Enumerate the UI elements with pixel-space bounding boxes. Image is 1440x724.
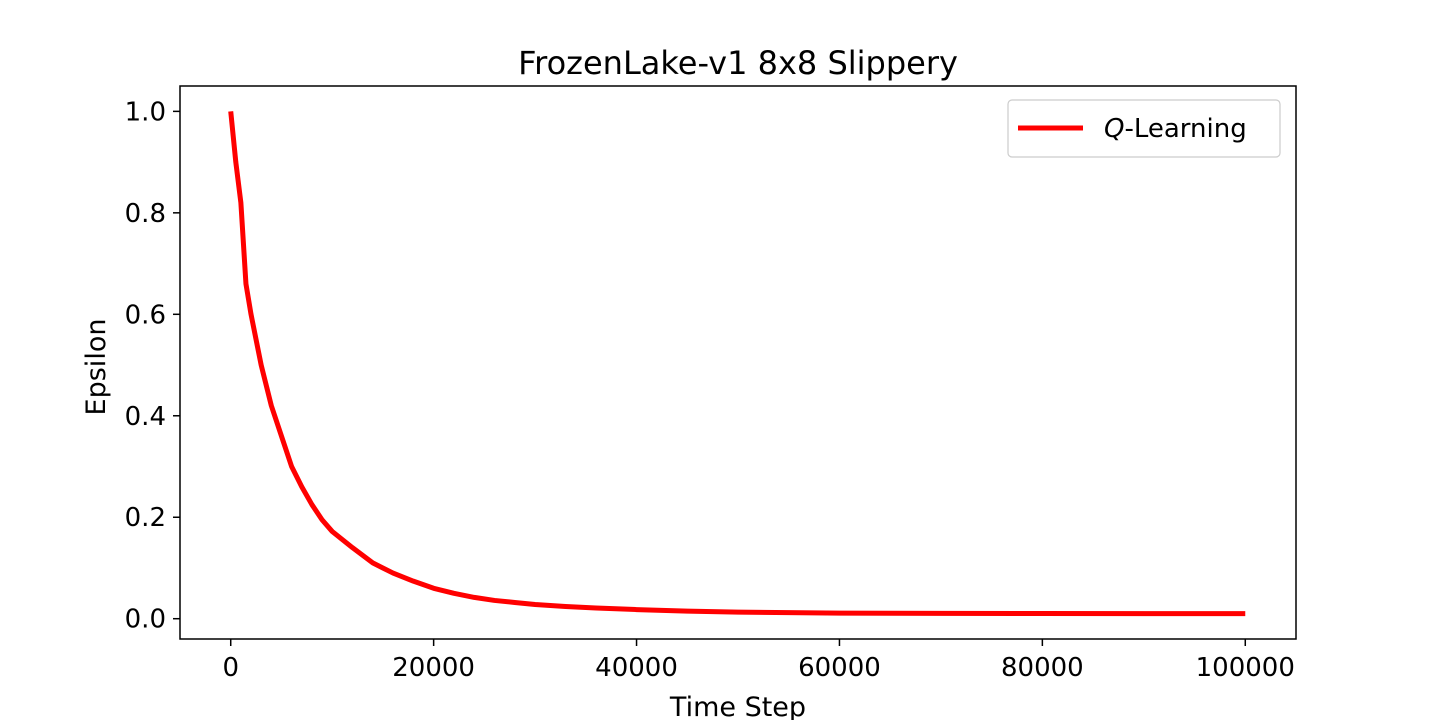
- series-line-q-learning: [228, 111, 1246, 617]
- series-layer: [228, 111, 1246, 617]
- x-tick-label: 40000: [595, 653, 678, 683]
- axes-frame: [179, 85, 1297, 640]
- y-axis-label: Epsilon: [81, 319, 112, 416]
- y-tick-label: 0.4: [125, 402, 166, 432]
- legend-label-italic: Q: [1104, 114, 1124, 144]
- legend-box: [1007, 99, 1281, 158]
- y-tick-label: 1.0: [125, 97, 166, 127]
- plot-area: [179, 85, 1297, 640]
- x-tick-label: 100000: [1196, 653, 1295, 683]
- x-tick-label: 0: [222, 653, 239, 683]
- x-axis-ticks: 0 20000 40000 60000 80000 100000: [222, 639, 1295, 683]
- x-tick-label: 20000: [392, 653, 475, 683]
- x-tick-label: 60000: [798, 653, 881, 683]
- y-tick-label: 0.8: [125, 199, 166, 229]
- y-tick-label: 0.0: [125, 605, 166, 635]
- y-tick-label: 0.6: [125, 300, 166, 330]
- chart-title: FrozenLake-v1 8x8 Slippery: [518, 44, 958, 82]
- x-axis-label: Time Step: [669, 692, 806, 720]
- y-axis-ticks: 0.0 0.2 0.4 0.6 0.8 1.0: [125, 97, 180, 635]
- legend-label: Q-Learning: [1104, 114, 1247, 144]
- legend: Q-Learning: [1007, 99, 1281, 158]
- y-tick-label: 0.2: [125, 503, 166, 533]
- legend-label-rest: -Learning: [1124, 114, 1246, 144]
- x-tick-label: 80000: [1001, 653, 1084, 683]
